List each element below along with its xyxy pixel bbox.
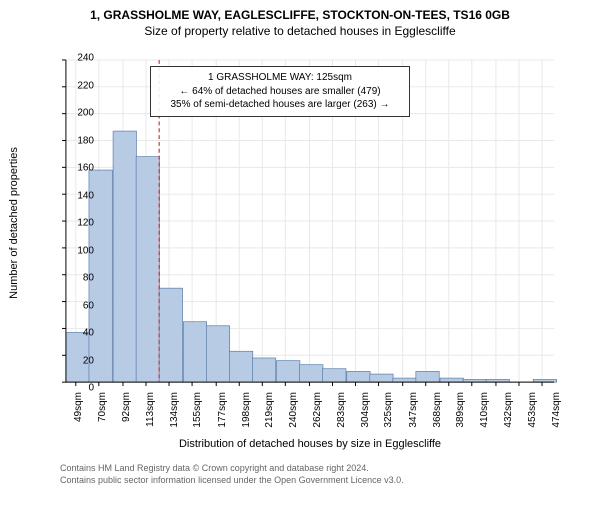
y-tick: 120 [54,218,94,229]
chart-container: 1, GRASSHOLME WAY, EAGLESCLIFFE, STOCKTO… [0,8,600,508]
x-tick: 113sqm [145,392,156,442]
footer-line1: Contains HM Land Registry data © Crown c… [60,463,560,475]
y-tick: 40 [54,328,94,339]
x-tick: 410sqm [479,392,490,442]
y-tick: 80 [54,273,94,284]
title-sub: Size of property relative to detached ho… [0,24,600,38]
title-main: 1, GRASSHOLME WAY, EAGLESCLIFFE, STOCKTO… [0,8,600,22]
x-tick: 49sqm [73,392,84,442]
x-tick: 368sqm [432,392,443,442]
y-tick: 240 [54,53,94,64]
x-tick: 198sqm [241,392,252,442]
x-tick: 92sqm [121,392,132,442]
x-tick: 177sqm [217,392,228,442]
y-tick: 180 [54,135,94,146]
footer: Contains HM Land Registry data © Crown c… [60,463,560,486]
footer-line2: Contains public sector information licen… [60,475,560,487]
y-tick: 220 [54,80,94,91]
y-tick: 160 [54,163,94,174]
y-axis-label: Number of detached properties [8,58,28,388]
x-tick: 219sqm [264,392,275,442]
x-tick: 453sqm [527,392,538,442]
x-tick: 240sqm [288,392,299,442]
x-tick: 389sqm [455,392,466,442]
annotation-line1: 1 GRASSHOLME WAY: 125sqm [157,71,403,85]
annotation-line3: 35% of semi-detached houses are larger (… [157,98,403,112]
annotation-line2: ← 64% of detached houses are smaller (47… [157,85,403,99]
x-tick: 155sqm [192,392,203,442]
x-tick: 134sqm [169,392,180,442]
x-tick: 70sqm [97,392,108,442]
annotation-box: 1 GRASSHOLME WAY: 125sqm ← 64% of detach… [150,66,410,117]
x-tick: 304sqm [360,392,371,442]
x-tick: 262sqm [312,392,323,442]
y-tick: 140 [54,190,94,201]
x-tick: 347sqm [408,392,419,442]
y-tick: 20 [54,355,94,366]
x-tick: 474sqm [551,392,562,442]
y-tick: 100 [54,245,94,256]
y-tick: 200 [54,108,94,119]
chart-area: 1 GRASSHOLME WAY: 125sqm ← 64% of detach… [60,58,560,388]
x-tick: 283sqm [336,392,347,442]
x-tick: 432sqm [503,392,514,442]
x-tick: 325sqm [383,392,394,442]
x-axis-label: Distribution of detached houses by size … [60,438,560,450]
y-tick: 60 [54,300,94,311]
